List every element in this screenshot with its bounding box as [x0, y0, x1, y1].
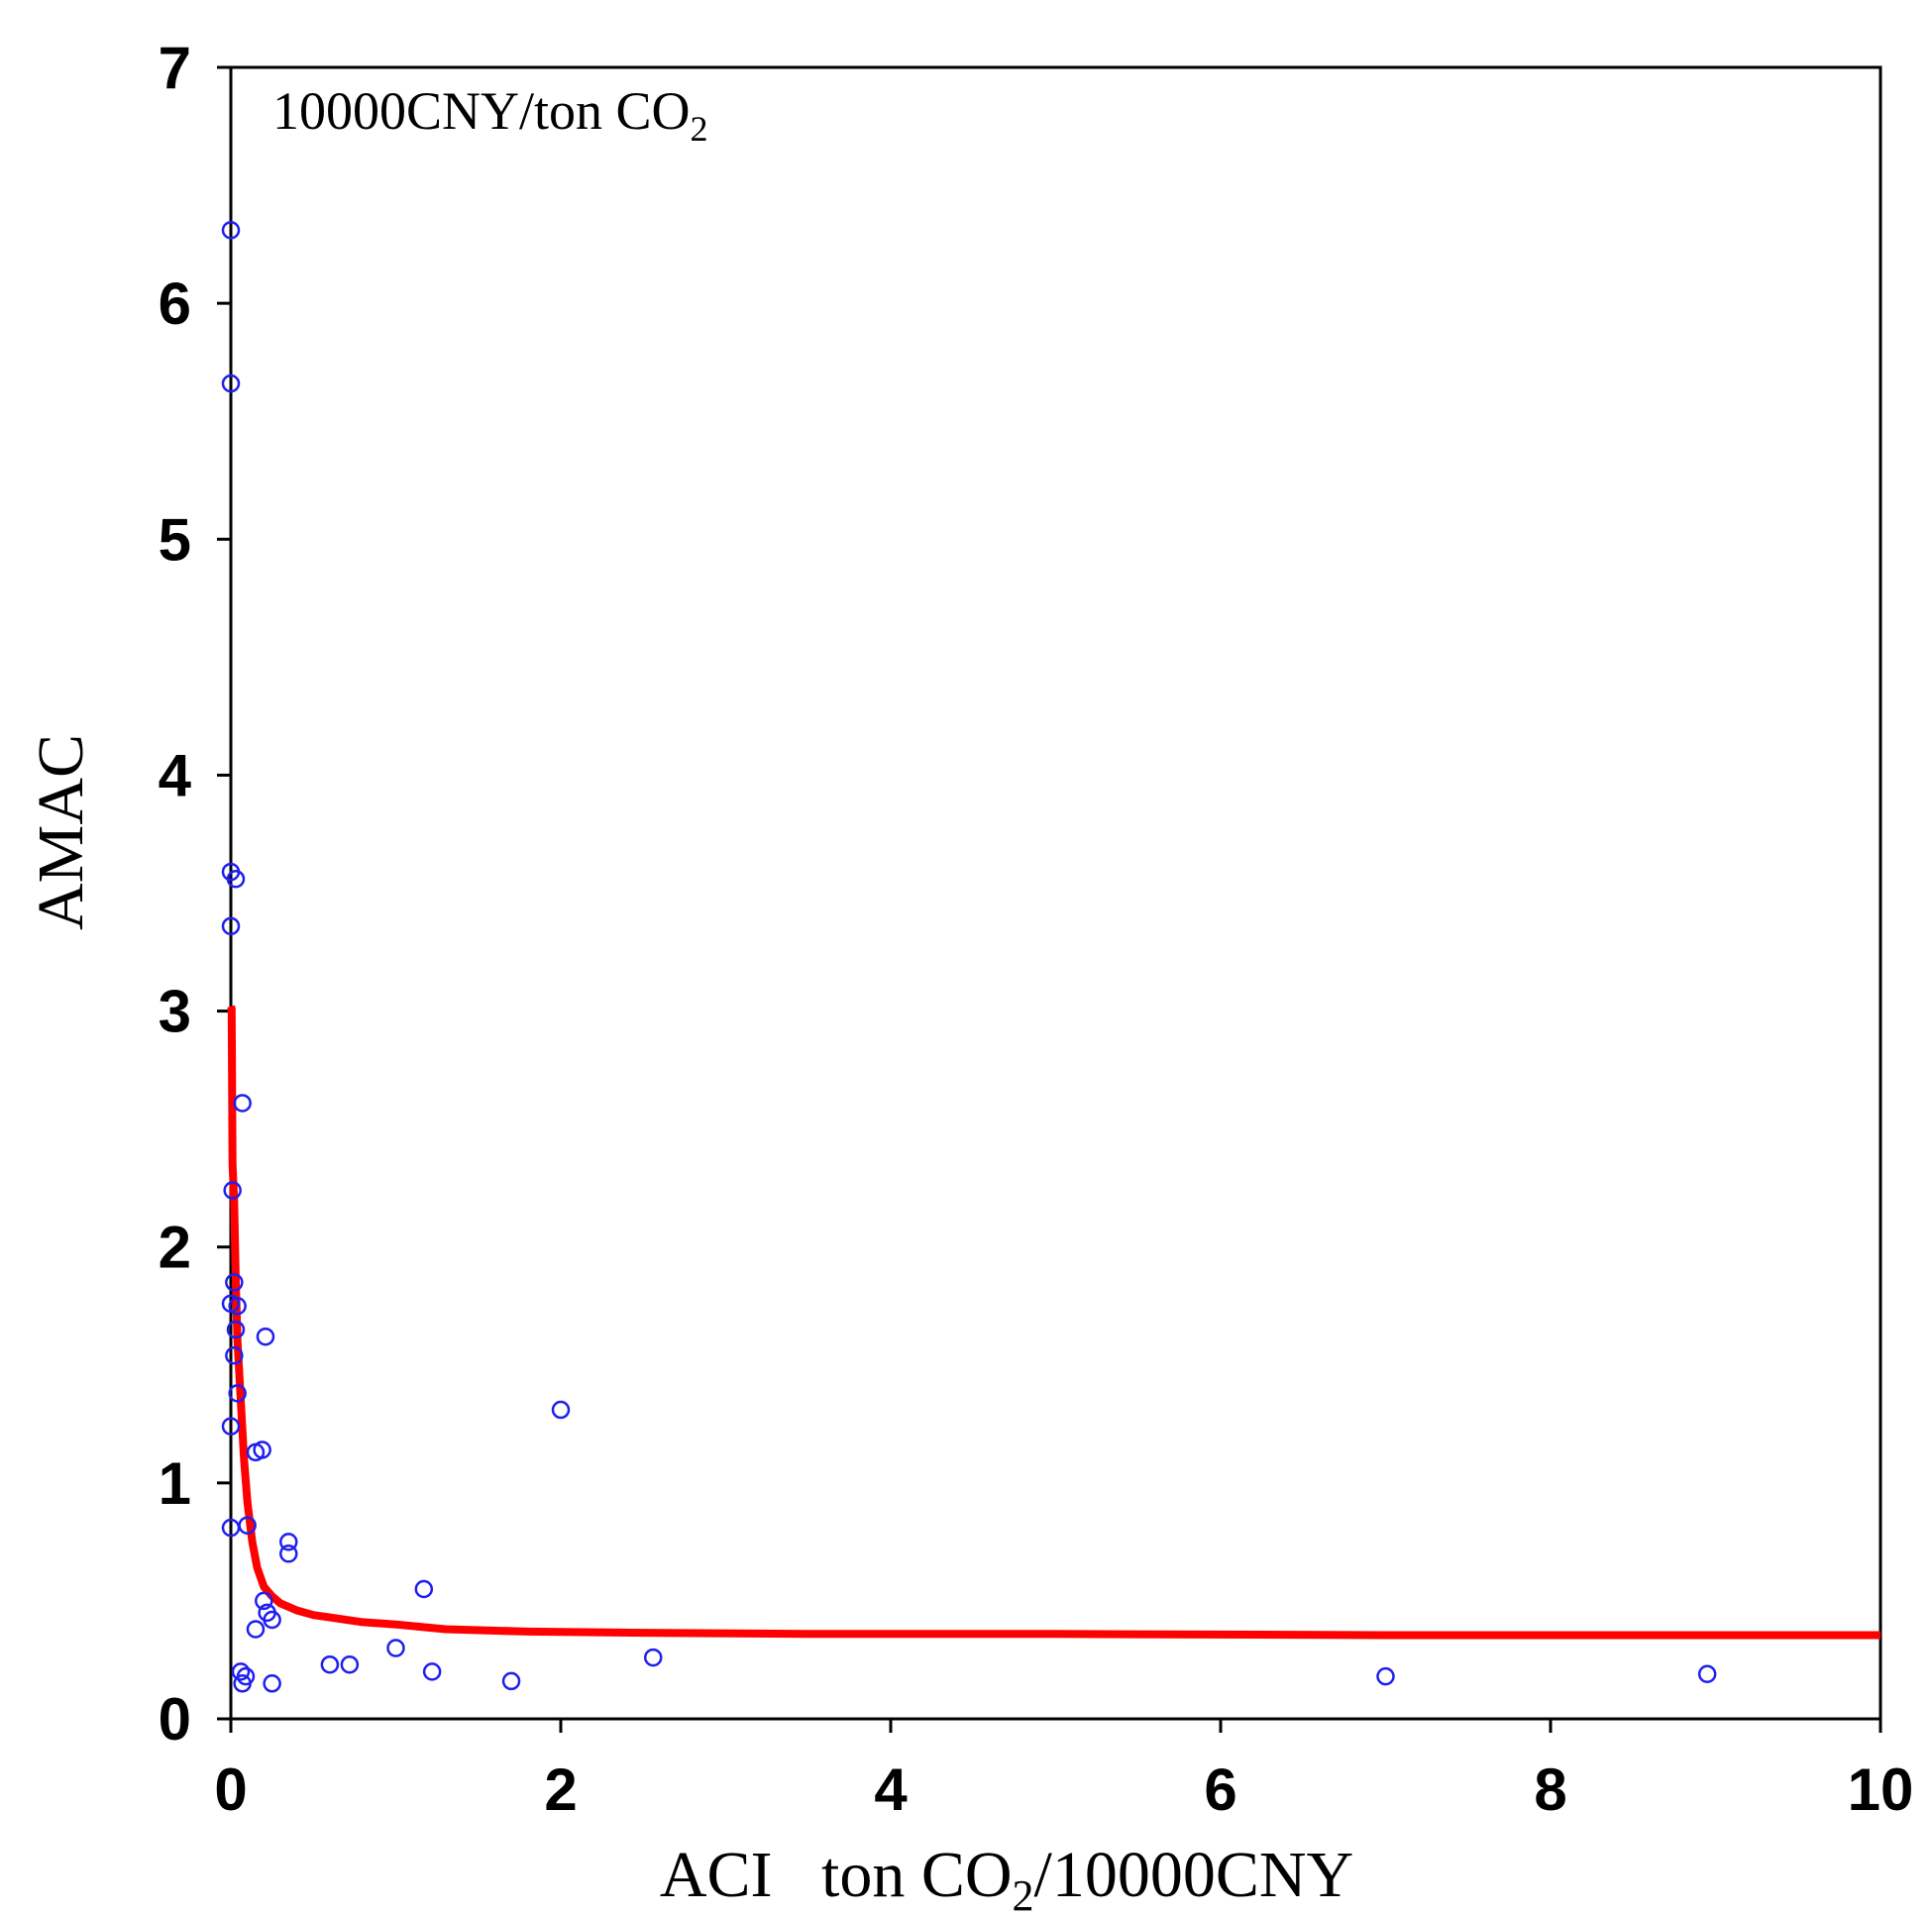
data-point — [551, 1400, 571, 1420]
data-point — [643, 1648, 663, 1667]
data-point — [501, 1671, 521, 1691]
data-point — [422, 1662, 442, 1681]
x-tick-label: 10 — [1848, 1757, 1914, 1823]
y-tick-label: 4 — [159, 742, 192, 808]
data-point — [263, 1674, 281, 1693]
x-tick-label: 0 — [214, 1757, 247, 1823]
data-point — [221, 373, 241, 393]
data-point — [340, 1654, 360, 1674]
x-axis-tick-labels: 0 2 4 6 8 10 — [214, 1757, 1913, 1823]
data-point — [223, 1181, 242, 1200]
data-point — [225, 1346, 244, 1365]
data-point — [226, 869, 246, 889]
data-point — [414, 1579, 434, 1599]
plot-frame — [229, 65, 1882, 1721]
data-point — [228, 1297, 247, 1316]
data-point — [279, 1544, 298, 1563]
data-point — [221, 916, 241, 936]
y-axis-label: AMAC — [25, 734, 97, 930]
fit-curve-layer — [227, 1005, 1880, 1640]
data-point — [263, 1610, 281, 1630]
data-point — [221, 1417, 241, 1436]
y-tick-label: 1 — [159, 1450, 191, 1517]
data-point — [1376, 1666, 1395, 1686]
x-tick-label: 6 — [1204, 1757, 1236, 1823]
y-tick-label: 0 — [159, 1686, 191, 1753]
data-point — [253, 1440, 271, 1459]
data-point — [221, 221, 241, 240]
y-tick-label: 5 — [159, 506, 191, 573]
x-axis-label-suffix: /10000CNY — [1034, 1839, 1354, 1911]
data-point — [256, 1327, 275, 1346]
data-point — [231, 1662, 251, 1681]
annotation-text: 10000CNY/ton CO — [272, 81, 691, 141]
data-point — [255, 1591, 273, 1611]
data-point — [233, 1094, 252, 1113]
data-point — [246, 1620, 266, 1639]
y-tick-label: 7 — [159, 35, 191, 101]
y-tick-label: 6 — [159, 270, 191, 337]
y-axis-tick-labels: 0 1 2 3 4 5 6 7 — [159, 35, 192, 1753]
data-points-layer — [221, 221, 1717, 1693]
data-point — [279, 1533, 298, 1551]
data-point — [226, 1320, 246, 1339]
data-point — [320, 1654, 340, 1674]
fit-curve — [227, 1005, 1880, 1640]
data-point — [1697, 1664, 1717, 1684]
annotation-subscript: 2 — [691, 109, 708, 149]
x-tick-label: 4 — [874, 1757, 908, 1823]
y-tick-label: 3 — [159, 979, 191, 1045]
data-point — [221, 1518, 241, 1538]
data-point — [386, 1639, 405, 1657]
x-axis-label-prefix: ACI ton CO — [660, 1839, 1013, 1911]
x-tick-label: 8 — [1534, 1757, 1566, 1823]
x-tick-label: 2 — [544, 1757, 577, 1823]
x-axis-label: ACI ton CO2/10000CNY — [660, 1839, 1353, 1917]
data-point — [225, 1273, 244, 1292]
data-point — [228, 1384, 247, 1403]
plot-annotation: 10000CNY/ton CO2 — [272, 81, 708, 149]
axis-ticks — [217, 65, 1882, 1733]
data-point — [233, 1674, 252, 1693]
x-axis-label-subscript: 2 — [1013, 1871, 1034, 1917]
y-tick-label: 2 — [159, 1215, 191, 1281]
